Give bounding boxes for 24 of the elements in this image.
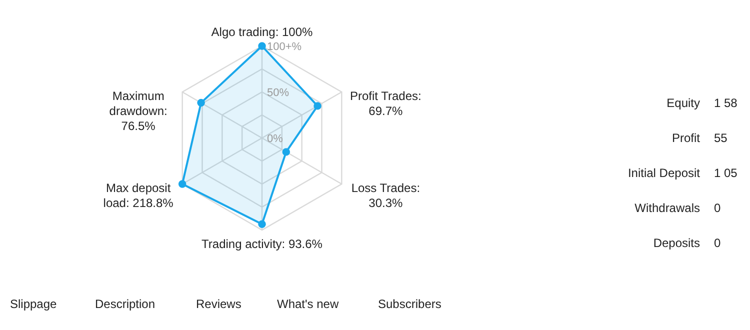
text: Description xyxy=(95,297,156,311)
text: Withdrawals xyxy=(634,201,700,215)
y-tick-label: 50% xyxy=(267,87,290,99)
spoke-label: Trading activity: 93.6% xyxy=(202,237,323,251)
spoke-label: Max deposit load: 218.8% xyxy=(103,181,174,210)
text: Slippage xyxy=(10,297,58,311)
spoke-label: Algo trading: 100% xyxy=(211,25,314,39)
spoke-label: Profit Trades: 69.7% xyxy=(350,89,422,118)
text: 1 05 xyxy=(714,166,738,180)
y-tick-label: 100+% xyxy=(267,41,302,53)
spoke-label: Loss Trades: 30.3% xyxy=(351,181,420,210)
text: Reviews xyxy=(196,297,242,311)
spoke-label: Maximum drawdown: 76.5% xyxy=(109,89,168,133)
text: What's new xyxy=(277,297,339,311)
text: Profit xyxy=(672,131,701,145)
text: 55 xyxy=(714,131,728,145)
text: Initial Deposit xyxy=(628,166,701,180)
y-tick-label: 0% xyxy=(267,133,284,145)
text: Subscribers xyxy=(378,297,442,311)
text: 0 xyxy=(714,201,721,215)
text: 0 xyxy=(714,236,721,250)
text: Deposits xyxy=(653,236,700,250)
text: Equity xyxy=(666,96,700,110)
text: 1 58 xyxy=(714,96,738,110)
